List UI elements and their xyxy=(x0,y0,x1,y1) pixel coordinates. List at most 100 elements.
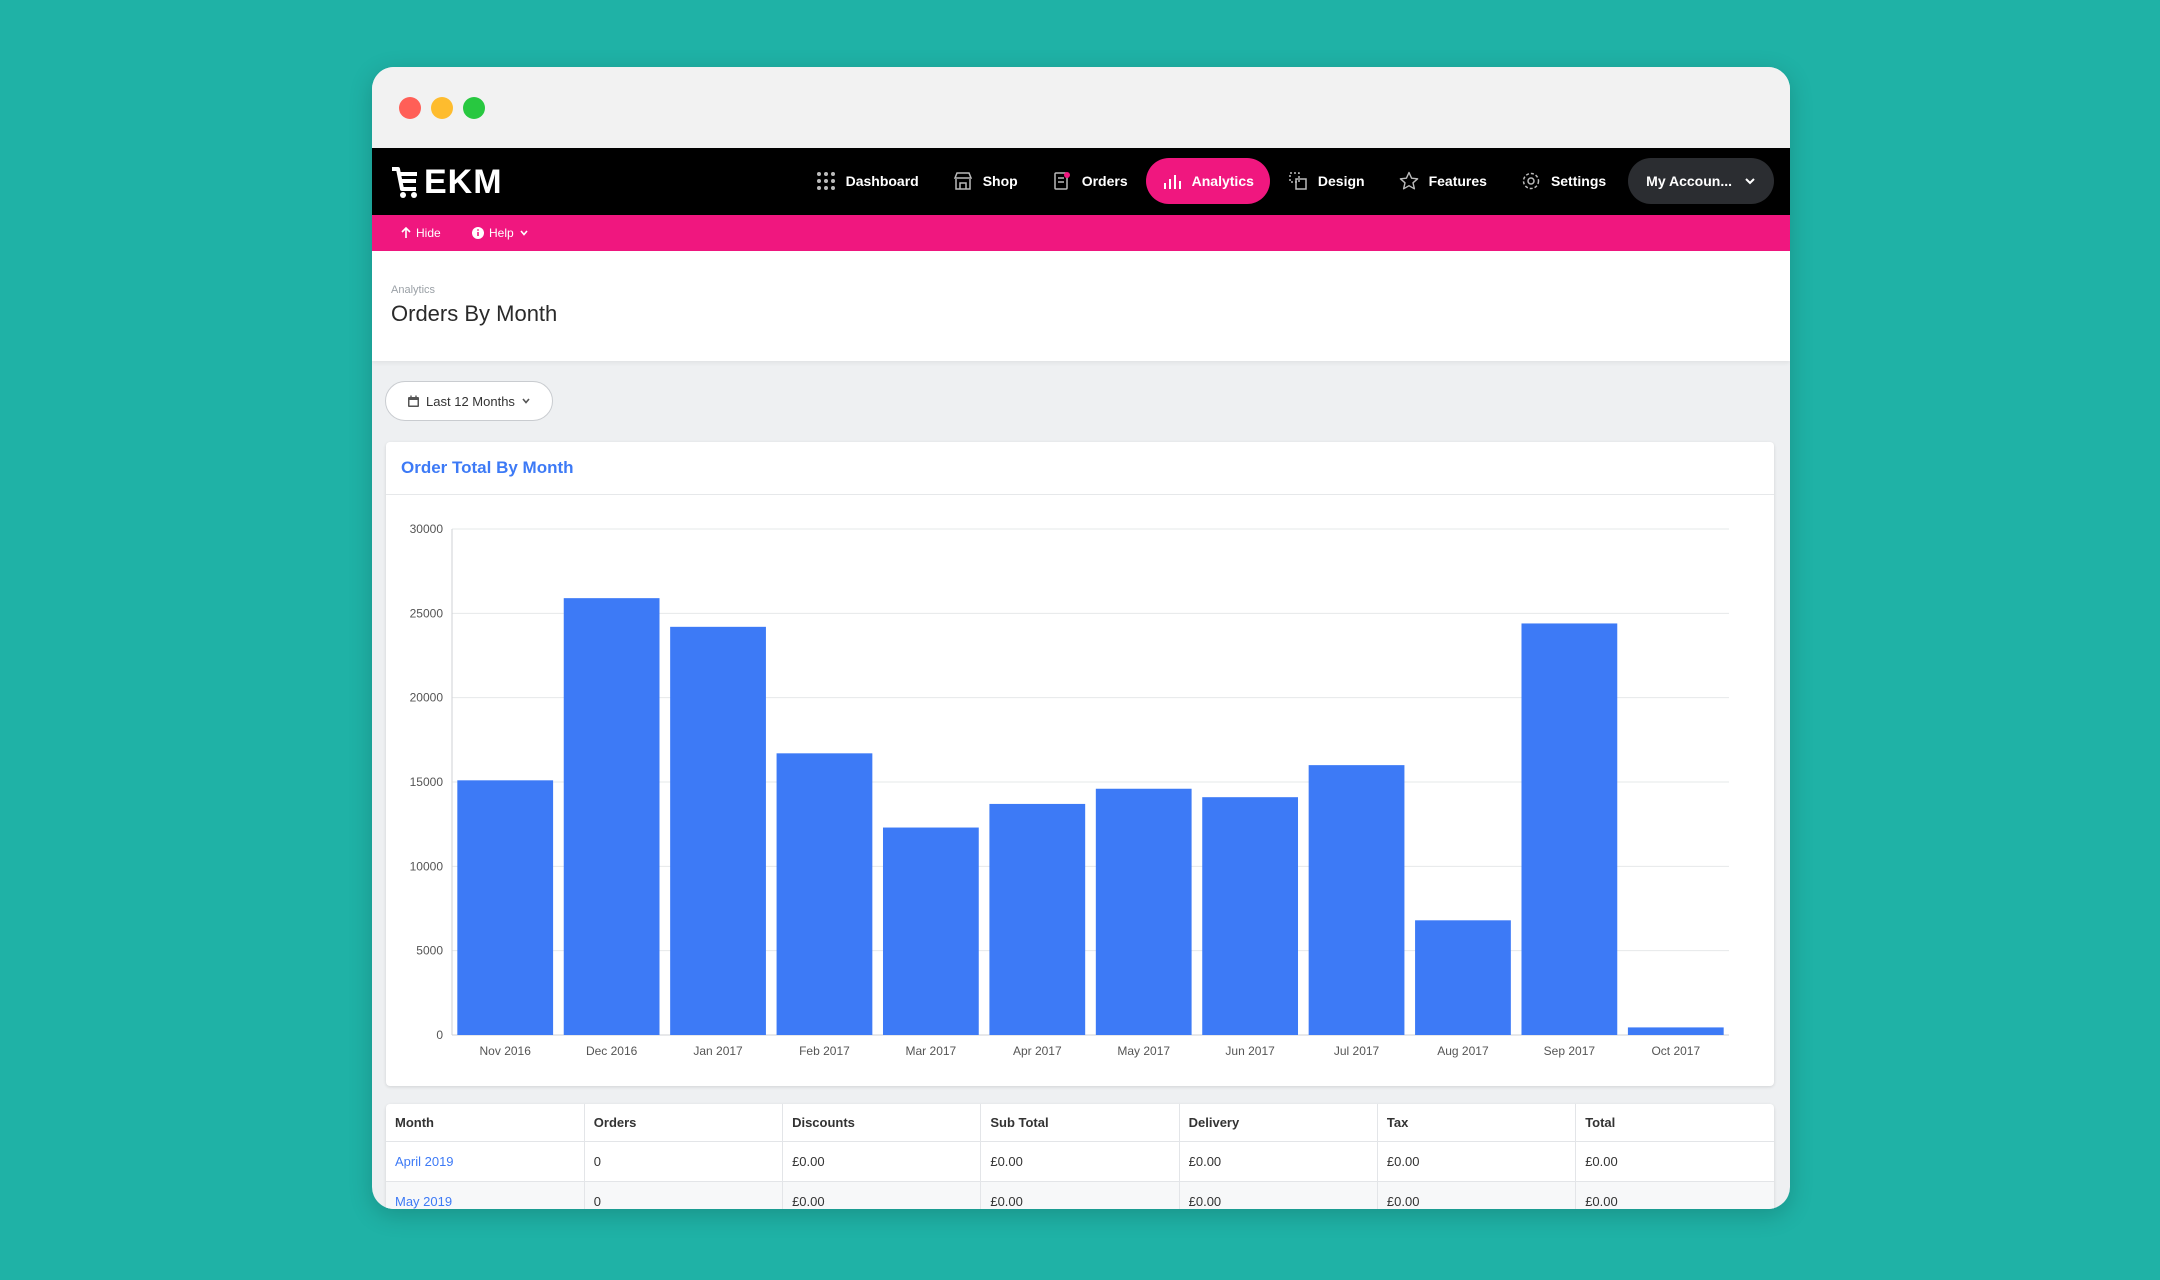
chart-bar[interactable] xyxy=(563,598,660,1035)
date-range-dropdown[interactable]: Last 12 Months xyxy=(385,381,553,421)
x-tick-label: May 2017 xyxy=(1117,1044,1170,1058)
chart-bar[interactable] xyxy=(1415,920,1511,1035)
logo-text: EKM xyxy=(424,162,503,201)
y-tick-label: 10000 xyxy=(410,859,444,873)
orders-cell: 0 xyxy=(584,1141,784,1182)
table-row: April 2019 0 £0.00 £0.00 £0.00 £0.00 £0.… xyxy=(386,1141,1774,1182)
star-icon xyxy=(1399,171,1418,190)
x-tick-label: Jul 2017 xyxy=(1334,1044,1380,1058)
help-menu-button[interactable]: Help xyxy=(472,215,534,251)
info-icon xyxy=(472,227,484,239)
y-tick-label: 30000 xyxy=(410,522,444,536)
x-tick-label: Nov 2016 xyxy=(480,1044,532,1058)
nav-item-label: Dashboard xyxy=(845,173,919,189)
help-label: Help xyxy=(489,226,514,240)
nav-item-features[interactable]: Features xyxy=(1383,158,1503,204)
chart-bar[interactable] xyxy=(1308,765,1405,1035)
nav-item-label: Orders xyxy=(1081,173,1128,189)
nav-item-label: Features xyxy=(1428,173,1487,189)
column-header-orders[interactable]: Orders xyxy=(584,1104,784,1142)
breadcrumb[interactable]: Analytics xyxy=(391,284,436,296)
gear-icon xyxy=(1522,172,1540,190)
hide-button[interactable]: Hide xyxy=(401,215,441,251)
bar-chart-icon xyxy=(1163,175,1181,189)
tax-cell: £0.00 xyxy=(1377,1141,1577,1182)
table-header-row: Month Orders Discounts Sub Total Deliver… xyxy=(386,1104,1774,1142)
design-icon xyxy=(1289,172,1307,190)
date-range-label: Last 12 Months xyxy=(426,393,515,409)
chart-bar[interactable] xyxy=(1095,788,1192,1035)
chart-bar[interactable] xyxy=(670,626,766,1035)
x-tick-label: Dec 2016 xyxy=(586,1044,638,1058)
nav-item-settings[interactable]: Settings xyxy=(1505,158,1622,204)
hide-label: Hide xyxy=(416,226,441,240)
delivery-cell: £0.00 xyxy=(1179,1141,1378,1182)
column-header-discounts[interactable]: Discounts xyxy=(782,1104,982,1142)
total-cell: £0.00 xyxy=(1575,1141,1774,1182)
tax-cell: £0.00 xyxy=(1377,1181,1577,1209)
chart-bar[interactable] xyxy=(457,780,554,1035)
card-divider xyxy=(386,494,1774,495)
grid-icon xyxy=(816,172,835,190)
x-tick-label: Jun 2017 xyxy=(1225,1044,1275,1058)
month-link[interactable]: April 2019 xyxy=(386,1141,585,1182)
sub-total-cell: £0.00 xyxy=(980,1141,1180,1182)
nav-item-orders[interactable]: Orders xyxy=(1036,158,1144,204)
nav-item-shop[interactable]: Shop xyxy=(937,158,1034,204)
x-tick-label: Apr 2017 xyxy=(1013,1044,1062,1058)
chart-bar[interactable] xyxy=(1202,797,1299,1035)
column-header-tax[interactable]: Tax xyxy=(1377,1104,1577,1142)
delivery-cell: £0.00 xyxy=(1179,1181,1378,1209)
discounts-cell: £0.00 xyxy=(782,1141,982,1182)
chart-card: Order Total By Month 0 5000 10000 15000 2000… xyxy=(386,442,1774,1086)
chevron-down-icon xyxy=(520,230,528,236)
account-label: My Accoun... xyxy=(1646,173,1732,189)
x-tick-label: Aug 2017 xyxy=(1437,1044,1489,1058)
chart-bar[interactable] xyxy=(989,803,1086,1035)
orders-cell: 0 xyxy=(584,1181,784,1209)
x-tick-label: Feb 2017 xyxy=(799,1044,850,1058)
x-tick-label: Sep 2017 xyxy=(1544,1044,1596,1058)
orders-by-month-table: Month Orders Discounts Sub Total Deliver… xyxy=(386,1104,1774,1209)
column-header-total[interactable]: Total xyxy=(1575,1104,1774,1142)
discounts-cell: £0.00 xyxy=(782,1181,982,1209)
account-menu-button[interactable]: My Accoun... xyxy=(1628,158,1774,204)
y-tick-label: 20000 xyxy=(410,691,444,705)
chart-title: Order Total By Month xyxy=(401,458,574,477)
nav-item-label: Design xyxy=(1317,173,1365,189)
nav-item-dashboard[interactable]: Dashboard xyxy=(800,158,935,204)
chart-bar[interactable] xyxy=(776,753,873,1035)
order-total-bar-chart: 0 5000 10000 15000 20000 25000 30000 Nov 2016 De… xyxy=(410,522,1729,1058)
sub-toolbar: Hide Help xyxy=(372,215,1790,251)
top-navigation: EKM Dashboard Shop Or xyxy=(372,148,1790,215)
sub-total-cell: £0.00 xyxy=(980,1181,1180,1209)
chart-bar[interactable] xyxy=(882,827,979,1035)
maximize-window-button[interactable] xyxy=(463,97,485,119)
app-window: EKM Dashboard Shop Or xyxy=(372,67,1790,1209)
orders-table-container: Month Orders Discounts Sub Total Deliver… xyxy=(386,1104,1774,1209)
chevron-down-icon xyxy=(522,398,530,404)
chart-bar[interactable] xyxy=(1627,1027,1724,1035)
page-header: Analytics Orders By Month xyxy=(372,251,1790,361)
nav-item-analytics[interactable]: Analytics xyxy=(1145,158,1270,204)
y-tick-label: 15000 xyxy=(410,775,444,789)
total-cell: £0.00 xyxy=(1575,1181,1774,1209)
chart-bar[interactable] xyxy=(1521,623,1618,1035)
window-titlebar xyxy=(372,67,1790,148)
month-link[interactable]: May 2019 xyxy=(386,1181,585,1209)
nav-item-label: Shop xyxy=(982,173,1018,189)
minimize-window-button[interactable] xyxy=(431,97,453,119)
close-window-button[interactable] xyxy=(399,97,421,119)
x-tick-label: Oct 2017 xyxy=(1651,1044,1700,1058)
column-header-month[interactable]: Month xyxy=(386,1104,585,1142)
arrow-up-icon xyxy=(401,227,411,238)
storefront-icon xyxy=(953,172,972,190)
x-tick-label: Mar 2017 xyxy=(906,1044,957,1058)
page-title: Orders By Month xyxy=(391,301,558,326)
column-header-delivery[interactable]: Delivery xyxy=(1179,1104,1378,1142)
nav-item-design[interactable]: Design xyxy=(1272,158,1381,204)
column-header-sub-total[interactable]: Sub Total xyxy=(980,1104,1180,1142)
ekm-logo[interactable]: EKM xyxy=(390,162,503,202)
table-row: May 2019 0 £0.00 £0.00 £0.00 £0.00 £0.00 xyxy=(386,1181,1774,1209)
y-tick-label: 0 xyxy=(436,1028,443,1042)
